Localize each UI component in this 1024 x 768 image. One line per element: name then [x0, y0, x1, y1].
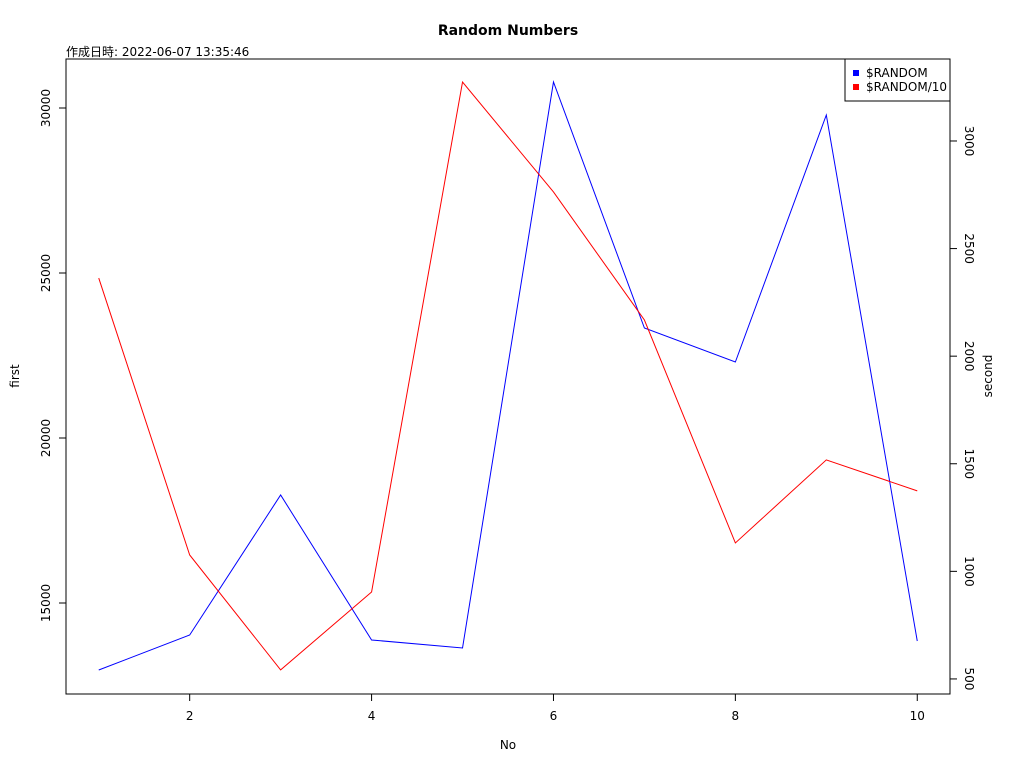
y2-tick-label: 1500	[962, 448, 976, 479]
y-tick-label: 20000	[39, 419, 53, 457]
legend-box	[844, 58, 951, 102]
series-line	[98, 80, 918, 671]
y2-tick-label: 2500	[962, 233, 976, 264]
series-line	[98, 80, 918, 671]
x-axis-label: No	[500, 738, 516, 752]
y-tick-label: 30000	[39, 89, 53, 127]
y-axis-label: first	[8, 364, 22, 388]
y2-axis-label: second	[981, 355, 995, 398]
legend-label: $RANDOM	[866, 66, 928, 80]
plot-frame	[65, 58, 951, 695]
y2-tick-label: 1000	[962, 556, 976, 587]
x-tick-label: 8	[732, 709, 740, 723]
y2-tick-label: 2000	[962, 341, 976, 372]
legend-swatch	[853, 70, 859, 76]
y2-tick-label: 500	[962, 667, 976, 690]
x-tick-label: 6	[550, 709, 558, 723]
x-tick-label: 10	[910, 709, 925, 723]
y2-tick-label: 3000	[962, 126, 976, 157]
legend-label: $RANDOM/10	[866, 80, 947, 94]
y-tick-label: 15000	[39, 584, 53, 622]
chart-title: Random Numbers	[438, 23, 578, 39]
chart-subtitle: 作成日時: 2022-06-07 13:35:46	[66, 45, 249, 59]
x-tick-label: 2	[186, 709, 194, 723]
legend-swatch	[853, 84, 859, 90]
x-tick-label: 4	[368, 709, 376, 723]
y-tick-label: 25000	[39, 254, 53, 292]
